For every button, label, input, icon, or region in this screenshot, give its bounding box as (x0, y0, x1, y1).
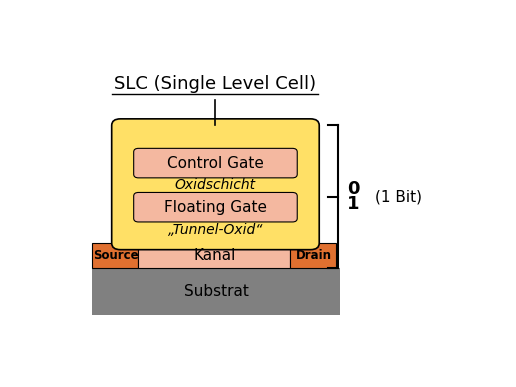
Text: Substrat: Substrat (184, 284, 249, 299)
FancyBboxPatch shape (111, 119, 319, 250)
Bar (291, 243, 336, 269)
Text: (1 Bit): (1 Bit) (375, 189, 422, 204)
Text: Oxidschicht: Oxidschicht (175, 178, 256, 192)
Text: Source: Source (93, 249, 138, 262)
FancyBboxPatch shape (134, 148, 297, 178)
Text: 0: 0 (347, 180, 360, 199)
Text: Floating Gate: Floating Gate (164, 200, 267, 215)
Bar (92, 269, 341, 315)
Text: Drain: Drain (296, 249, 331, 262)
Bar (92, 243, 138, 269)
Text: Control Gate: Control Gate (167, 156, 264, 171)
Text: Kanal: Kanal (194, 248, 236, 263)
Text: 1: 1 (347, 195, 360, 213)
FancyBboxPatch shape (134, 192, 297, 222)
Text: SLC (Single Level Cell): SLC (Single Level Cell) (115, 75, 316, 93)
Bar (138, 243, 291, 269)
Text: „Tunnel-Oxid“: „Tunnel-Oxid“ (168, 223, 263, 237)
